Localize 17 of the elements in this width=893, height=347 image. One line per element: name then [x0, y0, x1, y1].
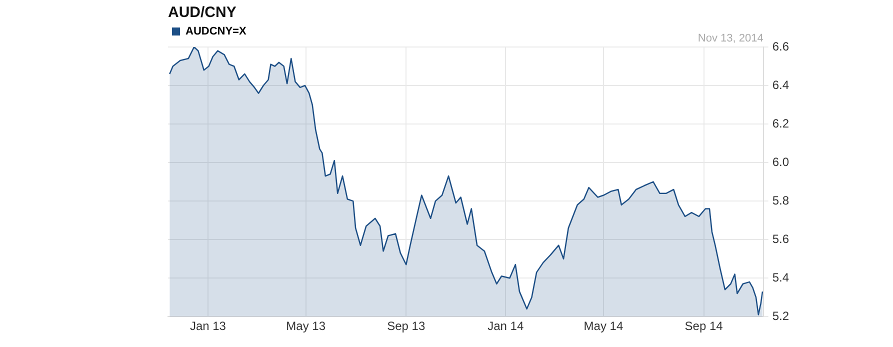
y-tick-label: 5.8 [772, 193, 790, 208]
y-tick-label: 6.0 [772, 154, 790, 169]
y-tick-label: 6.2 [772, 116, 790, 130]
text: Nov 13, 2014 [698, 32, 764, 45]
x-tick-label: May 14 [584, 319, 624, 334]
y-tick-label: 5.4 [772, 270, 790, 284]
y-tick-label: 6.4 [772, 78, 790, 92]
y-tick-label: 5.6 [772, 232, 790, 246]
x-tick-label: Jan 13 [190, 319, 226, 334]
chart-title: AUD/CNY [168, 4, 236, 22]
x-tick-label: Sep 14 [684, 319, 724, 334]
legend-label: AUDCNY=X [186, 26, 247, 38]
x-tick-label: May 13 [286, 319, 326, 334]
x-tick-label: Sep 13 [387, 319, 426, 334]
y-tick-label: 6.6 [772, 39, 790, 54]
y-tick-label: 5.2 [772, 308, 790, 323]
x-tick-label: Jan 14 [488, 319, 524, 334]
